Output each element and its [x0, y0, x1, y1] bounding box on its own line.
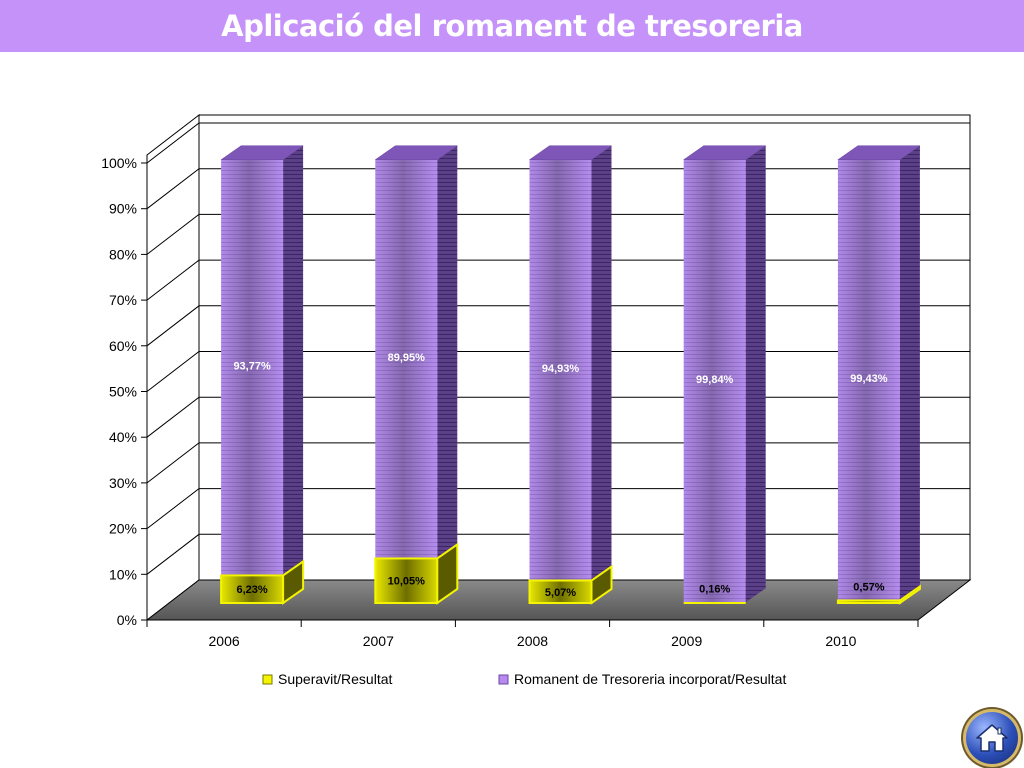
side-wall — [146, 113, 200, 622]
legend-superavit-swatch — [262, 674, 273, 685]
bar-romanent-side — [437, 145, 458, 559]
y-tick-label: 50% — [109, 384, 137, 400]
legend-romanent-swatch — [498, 674, 509, 685]
bar-romanent-top — [837, 145, 921, 160]
bar-romanent-top — [528, 145, 613, 160]
y-tick-label: 90% — [109, 201, 137, 217]
y-tick-label: 40% — [109, 429, 137, 445]
data-label-superavit: 5,07% — [545, 587, 576, 599]
bar-romanent-shade — [837, 159, 900, 601]
bar-romanent-side — [283, 145, 304, 576]
page-title: Aplicació del romanent de tresoreria — [221, 9, 803, 43]
bar-superavit-side — [282, 559, 305, 605]
y-tick-label: 80% — [109, 246, 137, 262]
data-label-superavit: 10,05% — [388, 576, 426, 588]
data-label-superavit: 0,57% — [853, 581, 884, 593]
home-button[interactable] — [966, 712, 1018, 764]
bar-romanent-shade — [221, 159, 284, 576]
bar-superavit — [836, 599, 901, 605]
data-label-superavit: 6,23% — [236, 584, 267, 596]
bar-romanent-side — [899, 145, 920, 601]
bar-romanent-shade — [529, 159, 592, 581]
data-label-romanent: 99,43% — [850, 373, 888, 385]
home-icon — [976, 724, 1008, 752]
y-tick-label: 100% — [101, 155, 137, 171]
bar-superavit-side — [436, 542, 459, 605]
data-label-romanent: 89,95% — [388, 352, 426, 364]
x-tick-label: 2008 — [517, 633, 548, 649]
bar-romanent-shade — [683, 159, 746, 603]
bar-romanent-shade — [375, 159, 438, 559]
data-label-romanent: 94,93% — [542, 363, 580, 375]
y-tick-label: 30% — [109, 475, 137, 491]
legend-romanent-label: Romanent de Tresoreria incorporat/Result… — [514, 671, 786, 687]
bar-romanent-top — [374, 145, 459, 160]
y-tick-label: 0% — [117, 612, 137, 628]
bar-romanent-side — [591, 145, 612, 581]
bar-romanent-side — [745, 145, 766, 603]
x-tick-label: 2010 — [825, 633, 856, 649]
legend-superavit-label: Superavit/Resultat — [278, 671, 393, 687]
x-tick-label: 2009 — [671, 633, 702, 649]
y-tick-label: 10% — [109, 566, 137, 582]
gridline — [146, 122, 970, 164]
y-tick-label: 20% — [109, 521, 137, 537]
data-label-romanent: 99,84% — [696, 374, 734, 386]
y-tick-label: 60% — [109, 338, 137, 354]
title-banner: Aplicació del romanent de tresoreria — [0, 0, 1024, 52]
data-label-romanent: 93,77% — [233, 361, 271, 373]
y-tick-label: 70% — [109, 292, 137, 308]
chart-canvas: 0% 10% 20% 30% 40% 50% 60% 70% 80% 90% 100% 2006 200… — [101, 113, 972, 687]
bar-romanent-top — [220, 145, 304, 160]
bar-romanent-top — [682, 145, 767, 160]
bar-superavit-side — [590, 564, 613, 605]
data-label-superavit: 0,16% — [699, 583, 730, 595]
bar-superavit-side — [898, 584, 921, 605]
x-tick-label: 2006 — [209, 633, 240, 649]
x-tick-label: 2007 — [363, 633, 394, 649]
